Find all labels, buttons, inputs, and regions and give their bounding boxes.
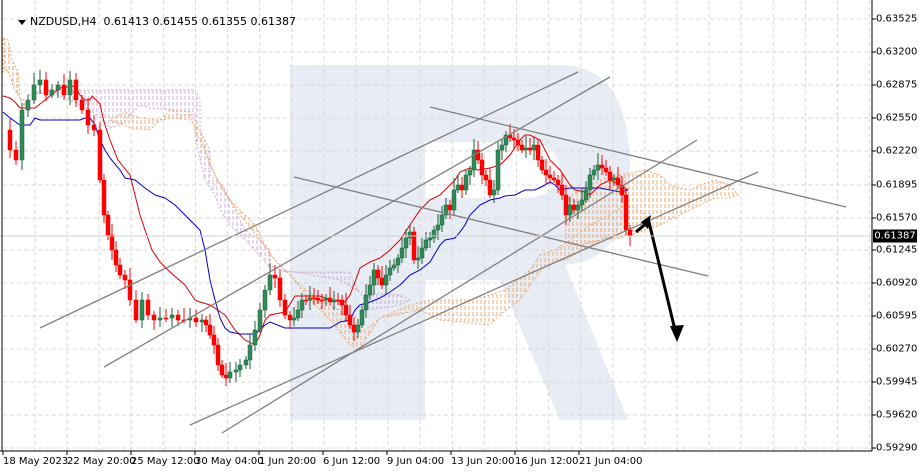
ichimoku-cloud: [2, 37, 739, 351]
price-tick-label: 0.62550: [876, 112, 918, 124]
time-axis-ticks: [2, 451, 580, 455]
time-tick-label: 6 Jun 12:00: [323, 456, 381, 467]
forecast-arrows: [635, 215, 684, 342]
price-tick-label: 0.62875: [876, 79, 918, 91]
price-tick-label: 0.62220: [876, 145, 918, 157]
watermark-logo: [290, 65, 630, 420]
ohlc-values: 0.61413 0.61455 0.61355 0.61387: [103, 15, 296, 28]
price-tick-label: 0.59620: [876, 409, 918, 421]
candlesticks: [7, 70, 633, 386]
current-price-badge: 0.61387: [873, 229, 917, 243]
kijun-sen-line: [2, 111, 629, 335]
price-tick-label: 0.59290: [876, 442, 918, 454]
price-axis-ticks: [872, 18, 876, 449]
price-tick-label: 0.60920: [876, 277, 918, 289]
price-tick-label: 0.60595: [876, 310, 918, 322]
price-tick-label: 0.61570: [876, 212, 918, 224]
dropdown-triangle-icon[interactable]: [18, 19, 26, 25]
price-tick-label: 0.59945: [876, 376, 918, 388]
time-tick-label: 18 May 2023: [3, 456, 69, 467]
price-tick-label: 0.61245: [876, 244, 918, 256]
tenkan-sen-line: [2, 85, 629, 346]
time-tick-label: 30 May 04:00: [195, 456, 264, 467]
time-tick-label: 16 Jun 12:00: [515, 456, 579, 467]
price-tick-label: 0.63200: [876, 46, 918, 58]
time-tick-label: 21 Jun 04:00: [579, 456, 643, 467]
price-tick-label: 0.61895: [876, 179, 918, 191]
time-tick-label: 22 May 20:00: [67, 456, 136, 467]
arrow-head-down-icon: [670, 325, 684, 342]
price-tick-label: 0.63525: [876, 13, 918, 25]
time-tick-label: 9 Jun 04:00: [387, 456, 445, 467]
time-tick-label: 1 Jun 20:00: [259, 456, 317, 467]
chart-title: NZDUSD,H4 0.61413 0.61455 0.61355 0.6138…: [4, 2, 296, 41]
time-tick-label: 25 May 12:00: [131, 456, 200, 467]
forecast-drop-arrow: [646, 217, 677, 331]
trend-lines: [39, 71, 847, 434]
time-tick-label: 13 Jun 20:00: [451, 456, 515, 467]
symbol-label: NZDUSD,H4: [30, 15, 97, 28]
price-tick-label: 0.60270: [876, 343, 918, 355]
